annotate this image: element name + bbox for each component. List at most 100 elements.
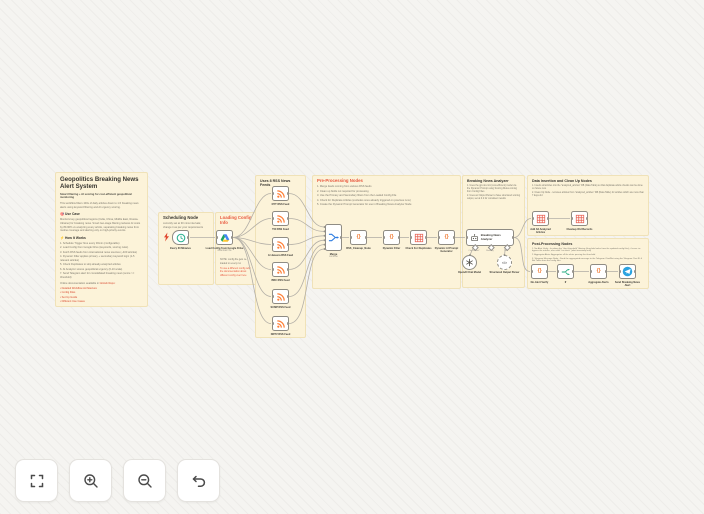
- telegram-icon: [622, 266, 633, 277]
- node-label: Cleanup Old Records: [566, 227, 593, 231]
- note-item: 2. Clean Up Node - removes articles from…: [532, 191, 644, 198]
- node-prompt-generator[interactable]: {} Dynamic AI Prompt Generator: [435, 230, 458, 253]
- doc-link[interactable]: Set Up Guide: [60, 296, 143, 300]
- node-label: Al Jazeera RSS Feed: [267, 253, 294, 257]
- node-rss-cleanup[interactable]: {} RSS_Cleanup_Node: [346, 230, 371, 250]
- note-item: 2. Uses an Output Parser to have structu…: [467, 195, 520, 201]
- node-rss-feed-4[interactable]: BBC RSS Feed: [271, 262, 290, 282]
- zoom-in-button[interactable]: [69, 459, 112, 502]
- sticky-note-overview[interactable]: Geopolitics Breaking News Alert System S…: [55, 172, 148, 307]
- code-braces-icon: {}: [537, 267, 542, 274]
- rss-icon: [276, 319, 285, 328]
- node-output-parser[interactable]: </> Structured Output Parser: [489, 255, 520, 274]
- note-title: Geopolitics Breaking News Alert System: [60, 176, 139, 190]
- node-box[interactable]: [271, 186, 290, 201]
- node-box[interactable]: [570, 211, 589, 226]
- node-dynamic-filter[interactable]: {} Dynamic Filter: [382, 230, 401, 250]
- node-box[interactable]: [215, 230, 234, 245]
- how-item: 3. Fetch RSS feeds from international ne…: [60, 250, 138, 254]
- node-label: No-Alert Verify: [530, 280, 549, 284]
- node-add-analyzed-articles[interactable]: Add All Analyzed Articles: [530, 211, 551, 234]
- node-label-text: Merge: [329, 252, 338, 256]
- node-label: OpenAI Chat Model: [457, 270, 482, 274]
- code-braces-icon: {}: [596, 267, 601, 274]
- magnifier-minus-icon: [137, 473, 152, 488]
- clock-icon: [176, 233, 185, 242]
- node-box[interactable]: [172, 230, 190, 245]
- node-no-alert-verify[interactable]: {} No-Alert Verify: [530, 264, 549, 284]
- node-label: NDTV RSS Feed: [270, 332, 291, 336]
- node-check-duplicates[interactable]: Check For Duplicates: [405, 230, 432, 250]
- node-cleanup-old-records[interactable]: Cleanup Old Records: [567, 211, 592, 231]
- branch-icon: [561, 268, 570, 275]
- fit-view-button[interactable]: [15, 459, 58, 502]
- note-title: Scheduling Node: [163, 215, 199, 220]
- sticky-note-scheduling[interactable]: Scheduling Node currently set at 30 mins…: [158, 212, 214, 285]
- node-box[interactable]: [271, 316, 290, 331]
- note-item: 1. No-Alert Verify - for doing the "aler…: [532, 247, 641, 253]
- node-label: Load Config from Google Drive download: …: [205, 247, 245, 253]
- doc-link[interactable]: Config Files: [60, 291, 143, 295]
- node-rss-feed-5[interactable]: SCMP RSS Feed: [271, 289, 290, 309]
- config-orange-note: To use a different config refer the docu…: [220, 267, 251, 277]
- robot-icon: [470, 233, 478, 241]
- node-box[interactable]: [409, 230, 428, 245]
- agent-port-chat-model: Chat Model*: [468, 249, 480, 252]
- node-if[interactable]: If: [556, 264, 575, 284]
- node-box[interactable]: {}: [437, 230, 456, 245]
- note-item: 1. Merge feeds coming from various RSS f…: [317, 185, 372, 189]
- node-load-config[interactable]: Load Config from Google Drive download: …: [206, 230, 243, 252]
- node-aggregate-alerts[interactable]: {} Aggregate Alerts: [588, 264, 609, 284]
- node-rss-feed-1[interactable]: NYT RSS Feed: [271, 186, 290, 206]
- node-rss-feed-6[interactable]: NDTV RSS Feed: [271, 316, 290, 336]
- node-label: Dynamic AI Prompt Generator: [434, 246, 459, 253]
- node-box[interactable]: [271, 289, 290, 304]
- node-rss-feed-2[interactable]: TOI RSS Feed: [271, 211, 290, 231]
- node-box[interactable]: {}: [589, 264, 608, 279]
- node-box[interactable]: [271, 211, 290, 226]
- note-title: Uses 8 RSS News Feeds: [260, 179, 291, 188]
- doc-link[interactable]: Different Use Cases: [60, 300, 143, 304]
- how-it-works-heading: ⚡ How It Works: [60, 235, 86, 240]
- note-item: 2. Clean up fields not required for proc…: [317, 189, 369, 193]
- code-braces-icon: {}: [356, 233, 361, 240]
- node-send-telegram-alert[interactable]: Send Breaking News Alert: [615, 264, 640, 287]
- node-box[interactable]: {}: [349, 230, 368, 245]
- node-label: TOI RSS Feed: [272, 227, 289, 231]
- node-schedule-trigger[interactable]: Every 30 Minutes: [170, 230, 191, 250]
- node-merge[interactable]: Merge combine: [325, 224, 343, 258]
- node-label: Send Breaking News Alert: [614, 280, 641, 287]
- note-item: 1. Uses the gpt-4o-mini (cost-efficient)…: [467, 184, 517, 194]
- config-grey-note: NOTE: config file gets re-loaded on ever…: [220, 258, 247, 265]
- github-repo-link[interactable]: GitHub Repo:: [99, 282, 116, 286]
- node-box[interactable]: [531, 211, 550, 226]
- node-rss-feed-3[interactable]: Al Jazeera RSS Feed: [268, 237, 293, 257]
- zoom-out-button[interactable]: [123, 459, 166, 502]
- node-label: Merge combine: [314, 253, 354, 259]
- node-label: SCMP RSS Feed: [270, 305, 291, 309]
- node-openai-chat-model[interactable]: OpenAI Chat Model: [458, 255, 481, 274]
- sticky-note-postprocessing[interactable]: Post-Processing Nodes 1. No-Alert Verify…: [527, 238, 649, 289]
- node-label: Check For Duplicates: [405, 246, 432, 250]
- data-table-icon: [414, 233, 423, 242]
- how-item: 6. AI Analyzer scores geopolitical urgen…: [60, 267, 123, 271]
- rss-icon: [276, 265, 285, 274]
- node-label: Aggregate Alerts: [588, 280, 609, 284]
- doc-link[interactable]: Detailed Workflow Architecture: [60, 287, 143, 291]
- lightning-icon: [164, 232, 169, 242]
- node-box[interactable]: [271, 237, 290, 252]
- docs-line: Online documentation available in GitHub…: [60, 282, 143, 286]
- node-box[interactable]: [325, 224, 343, 251]
- note-title: Breaking News Analyzer: [467, 179, 509, 183]
- merge-icon: [328, 233, 339, 242]
- undo-button[interactable]: [177, 459, 220, 502]
- node-box[interactable]: {}: [530, 264, 549, 279]
- data-table-icon: [536, 214, 545, 223]
- node-box[interactable]: {}: [382, 230, 401, 245]
- node-box[interactable]: [556, 264, 575, 279]
- note-item: 4. Check for Duplicate Articles (exclude…: [317, 198, 411, 202]
- node-box[interactable]: [271, 262, 290, 277]
- node-label: Every 30 Minutes: [170, 246, 191, 250]
- node-box[interactable]: [618, 264, 637, 279]
